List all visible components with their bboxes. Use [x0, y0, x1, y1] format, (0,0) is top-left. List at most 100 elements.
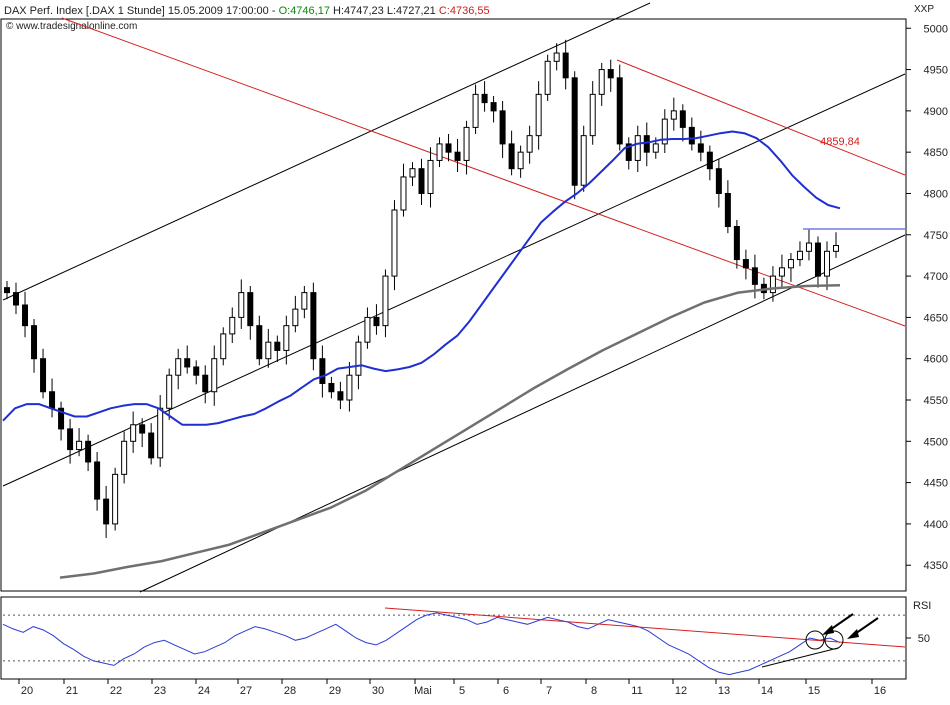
- candle-body: [652, 143, 659, 153]
- candle-body: [22, 304, 29, 327]
- price-panel: 4859,84: [2, 2, 906, 593]
- candle-body: [679, 110, 686, 128]
- candle-body: [238, 292, 245, 318]
- rsi-tick-label: 50: [918, 633, 930, 645]
- candle-body: [409, 168, 416, 178]
- candle-body: [499, 110, 506, 145]
- time-tick-label: 16: [874, 685, 886, 697]
- candle-body: [202, 374, 209, 393]
- candle-body: [265, 341, 272, 360]
- candle-body: [715, 168, 722, 194]
- rsi-line: [2, 612, 841, 676]
- candle-body: [13, 292, 20, 306]
- candle-body: [346, 374, 353, 401]
- time-tick-label: 12: [675, 685, 687, 697]
- candle-body: [724, 192, 731, 228]
- candle-body: [121, 440, 128, 475]
- time-tick-label: 20: [21, 685, 33, 697]
- candle-body: [94, 461, 101, 500]
- candle-body: [427, 159, 434, 194]
- candle-body: [607, 69, 614, 79]
- candle-body: [337, 391, 344, 401]
- downtrend-line-short: [616, 59, 906, 176]
- candle-body: [445, 143, 452, 153]
- candle-body: [67, 428, 74, 451]
- annotation-label: 4859,84: [820, 136, 860, 148]
- price-tick-label: 4800: [924, 188, 948, 200]
- candle-body: [31, 325, 38, 360]
- candle-body: [256, 325, 263, 360]
- time-tick-label: 11: [631, 685, 642, 697]
- candle-body: [229, 316, 236, 335]
- candle-body: [85, 440, 92, 463]
- candle-body: [112, 473, 119, 525]
- rsi-arrow-head: [847, 629, 859, 639]
- slow-moving-average: [59, 283, 841, 579]
- candle-body: [58, 407, 65, 430]
- candle-body: [661, 118, 668, 145]
- upper-trend-line: [2, 2, 651, 301]
- candle-body: [391, 209, 398, 277]
- candle-body: [742, 259, 749, 269]
- header-instrument: DAX Perf. Index [.DAX 1 Stunde] 15.05.20…: [4, 5, 279, 17]
- candle-body: [184, 358, 191, 368]
- header-source: © www.tradesignalonline.com: [6, 21, 137, 32]
- rsi-marker-circle: [805, 630, 825, 650]
- middle-trend-line: [2, 73, 906, 487]
- candle-body: [805, 242, 812, 252]
- header-line: DAX Perf. Index [.DAX 1 Stunde] 15.05.20…: [4, 5, 490, 17]
- price-tick-label: 4400: [924, 519, 948, 531]
- candle-body: [751, 267, 758, 285]
- candle-body: [535, 93, 542, 137]
- time-tick-label: 24: [198, 685, 210, 697]
- candle-body: [139, 424, 146, 434]
- rsi-panel: [2, 607, 906, 676]
- candle-body: [130, 424, 137, 442]
- candle-body: [589, 93, 596, 137]
- candle-body: [454, 151, 461, 161]
- time-tick-label: 29: [329, 685, 341, 697]
- candle-body: [823, 250, 830, 277]
- candle-body: [787, 259, 794, 269]
- candle-body: [382, 275, 389, 327]
- rsi-title: RSI: [913, 600, 931, 612]
- candle-body: [670, 110, 677, 120]
- time-tick-label: 5: [459, 685, 465, 697]
- time-tick-label: 8: [591, 685, 597, 697]
- price-tick-label: 4750: [924, 230, 948, 242]
- candle-body: [706, 151, 713, 170]
- candle-body: [490, 102, 497, 112]
- time-tick-label: 30: [372, 685, 384, 697]
- price-panel-frame: [0, 18, 907, 592]
- candle-body: [292, 308, 299, 327]
- price-tick-label: 4450: [924, 478, 948, 490]
- candle-body: [833, 245, 839, 252]
- time-tick-label: 27: [240, 685, 252, 697]
- time-tick-label: 14: [761, 685, 773, 697]
- candle-body: [472, 93, 479, 128]
- candle-body: [562, 52, 569, 79]
- candle-body: [220, 333, 227, 360]
- candle-body: [166, 374, 173, 409]
- time-tick-label: 28: [284, 685, 296, 697]
- candle-body: [76, 440, 83, 451]
- candle-body: [580, 135, 587, 186]
- candle-body: [193, 366, 200, 376]
- candle-body: [688, 126, 695, 145]
- lower-trend-line: [139, 234, 906, 593]
- header-open: O:4746,17: [279, 5, 330, 17]
- rsi-panel-frame: [0, 596, 907, 680]
- candle-body: [544, 60, 551, 95]
- candle-body: [796, 250, 803, 261]
- time-tick-label: 13: [718, 685, 730, 697]
- candle-body: [328, 382, 335, 393]
- candle-body: [310, 292, 317, 360]
- candle-body: [247, 292, 254, 327]
- price-tick-label: 4600: [924, 354, 948, 366]
- candle-body: [634, 135, 641, 161]
- candle-body: [283, 325, 290, 351]
- price-tick-label: 4850: [924, 147, 948, 159]
- fast-moving-average: [2, 130, 841, 426]
